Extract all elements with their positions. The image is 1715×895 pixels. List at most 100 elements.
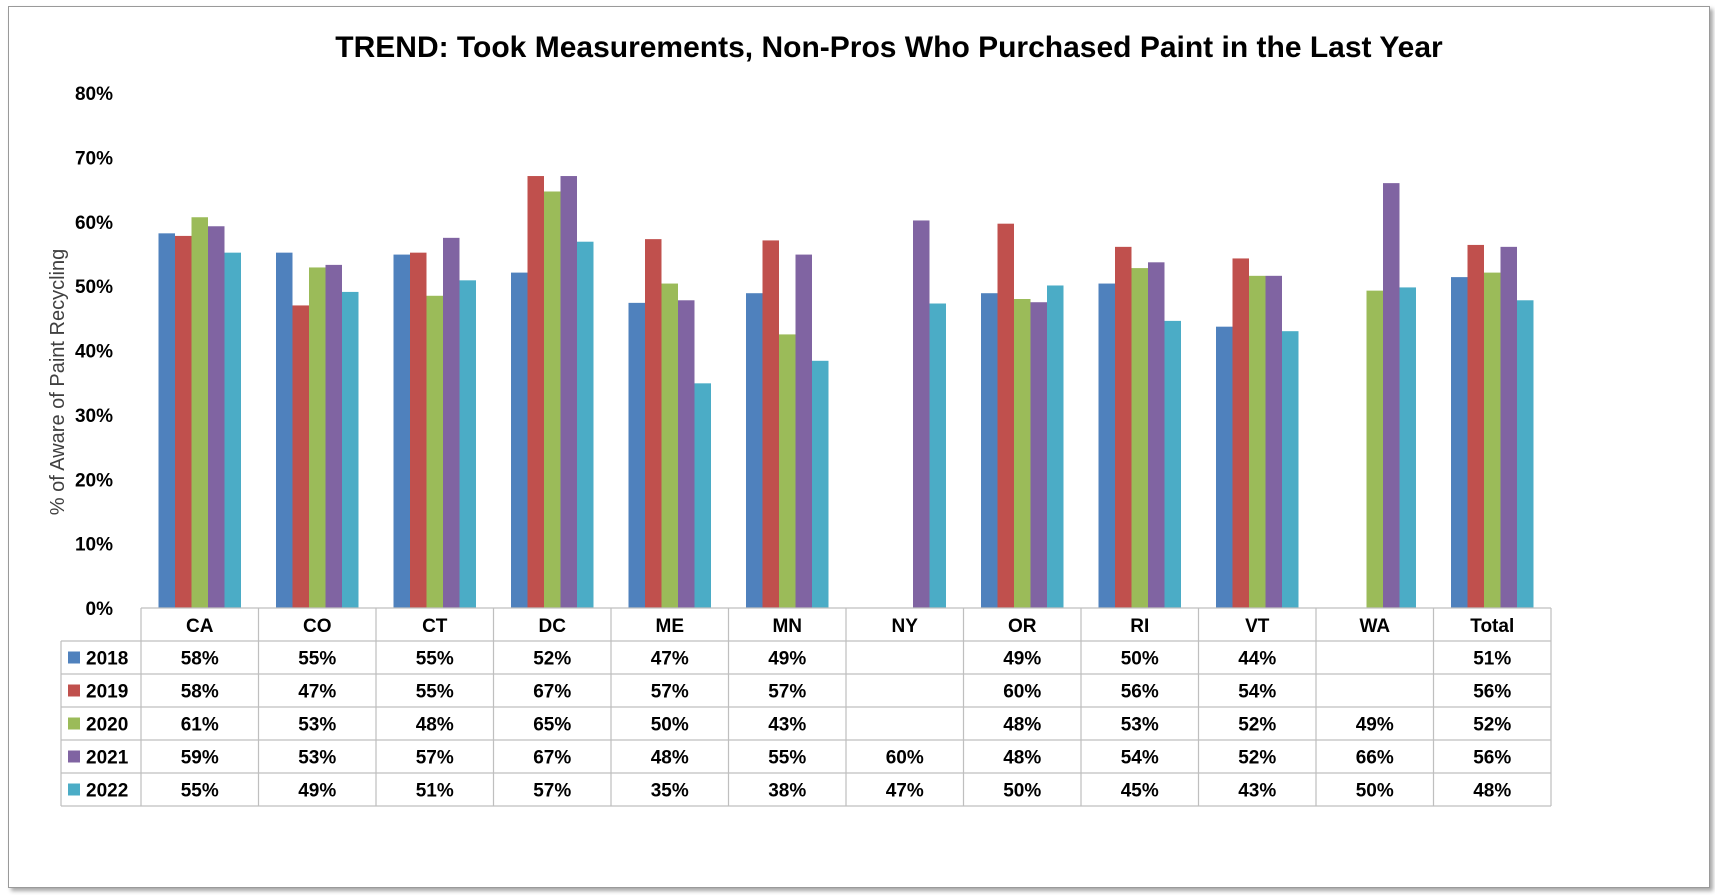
bar-me-2022	[694, 383, 711, 608]
data-label: 44%	[1238, 649, 1276, 670]
bar-total-2018	[1451, 277, 1468, 608]
data-label: 49%	[1356, 715, 1394, 736]
legend-key-2019	[68, 684, 80, 697]
data-label: 57%	[416, 748, 454, 769]
data-label: 55%	[416, 682, 454, 703]
data-label: 48%	[1003, 715, 1041, 736]
bar-ca-2018	[158, 233, 175, 608]
bar-total-2022	[1517, 300, 1534, 608]
bar-total-2020	[1484, 272, 1501, 608]
bar-ca-2020	[191, 217, 208, 608]
data-label: 45%	[1121, 781, 1159, 802]
data-label: 56%	[1473, 682, 1511, 703]
data-label: 49%	[768, 649, 806, 670]
bar-or-2018	[981, 293, 998, 608]
data-label: 53%	[1121, 715, 1159, 736]
bar-ny-2021	[913, 220, 930, 608]
bar-wa-2020	[1366, 290, 1383, 608]
bar-me-2018	[628, 302, 645, 608]
bar-ct-2018	[393, 254, 410, 609]
data-label: 48%	[651, 748, 689, 769]
data-label: 51%	[1473, 649, 1511, 670]
y-tick-label: 50%	[75, 277, 113, 298]
category-label: NY	[892, 616, 919, 637]
bar-wa-2022	[1399, 287, 1416, 608]
data-label: 60%	[1003, 682, 1041, 703]
category-label: WA	[1359, 616, 1390, 637]
bar-or-2022	[1047, 285, 1064, 608]
bar-dc-2021	[560, 176, 577, 608]
data-label: 50%	[651, 715, 689, 736]
data-label: 67%	[533, 682, 571, 703]
chart-frame: TREND: Took Measurements, Non-Pros Who P…	[8, 6, 1710, 888]
y-tick-label: 70%	[75, 148, 113, 169]
bar-ct-2019	[410, 252, 427, 608]
data-label: 58%	[181, 682, 219, 703]
bar-vt-2021	[1265, 275, 1282, 608]
data-label: 55%	[416, 649, 454, 670]
bar-co-2020	[309, 267, 326, 608]
bar-or-2019	[997, 223, 1014, 608]
data-label: 67%	[533, 748, 571, 769]
category-label: CT	[422, 616, 448, 637]
bar-ri-2019	[1115, 246, 1132, 608]
bar-vt-2022	[1282, 331, 1299, 608]
bar-total-2021	[1500, 246, 1517, 608]
data-label: 57%	[651, 682, 689, 703]
data-label: 47%	[886, 781, 924, 802]
bar-ri-2022	[1164, 320, 1181, 608]
data-label: 52%	[1238, 748, 1276, 769]
category-label: RI	[1130, 616, 1149, 637]
bar-total-2019	[1467, 244, 1484, 609]
category-label: ME	[656, 616, 685, 637]
bar-vt-2020	[1249, 275, 1266, 608]
data-label: 59%	[181, 748, 219, 769]
bar-co-2019	[292, 305, 309, 608]
data-label: 49%	[298, 781, 336, 802]
data-label: 43%	[768, 715, 806, 736]
bar-chart: TREND: Took Measurements, Non-Pros Who P…	[47, 31, 1552, 807]
data-label: 58%	[181, 649, 219, 670]
bar-ny-2022	[929, 303, 946, 608]
data-label: 55%	[181, 781, 219, 802]
bar-co-2022	[342, 291, 359, 608]
category-label: DC	[539, 616, 567, 637]
bar-ca-2019	[175, 235, 192, 608]
y-axis-label: % of Aware of Paint Recycling	[47, 249, 69, 515]
data-label: 51%	[416, 781, 454, 802]
data-label: 57%	[768, 682, 806, 703]
data-label: 50%	[1356, 781, 1394, 802]
y-tick-label: 80%	[75, 84, 113, 105]
bar-mn-2019	[762, 240, 779, 608]
data-label: 43%	[1238, 781, 1276, 802]
data-label: 65%	[533, 715, 571, 736]
bar-vt-2019	[1232, 258, 1249, 608]
data-label: 56%	[1473, 748, 1511, 769]
legend-key-2021	[68, 750, 80, 763]
category-label: OR	[1008, 616, 1037, 637]
bar-ri-2018	[1098, 283, 1115, 608]
legend-key-2018	[68, 651, 80, 664]
bar-ri-2021	[1148, 262, 1165, 608]
data-label: 60%	[886, 748, 924, 769]
chart-title: TREND: Took Measurements, Non-Pros Who P…	[335, 31, 1443, 64]
y-tick-label: 60%	[75, 213, 113, 234]
category-label: VT	[1245, 616, 1270, 637]
bar-mn-2018	[746, 293, 763, 608]
data-label: 55%	[768, 748, 806, 769]
bar-ca-2022	[224, 252, 241, 608]
category-label: CA	[186, 616, 214, 637]
bar-or-2020	[1014, 299, 1031, 608]
data-label: 52%	[1238, 715, 1276, 736]
bar-ct-2020	[426, 295, 443, 608]
bar-dc-2019	[527, 176, 544, 608]
data-label: 50%	[1003, 781, 1041, 802]
category-label: Total	[1470, 616, 1514, 637]
data-label: 47%	[298, 682, 336, 703]
bar-ri-2020	[1131, 268, 1148, 608]
data-label: 56%	[1121, 682, 1159, 703]
bar-or-2021	[1030, 302, 1047, 608]
y-tick-label: 10%	[75, 535, 113, 556]
y-tick-label: 0%	[86, 599, 114, 620]
data-label: 53%	[298, 715, 336, 736]
